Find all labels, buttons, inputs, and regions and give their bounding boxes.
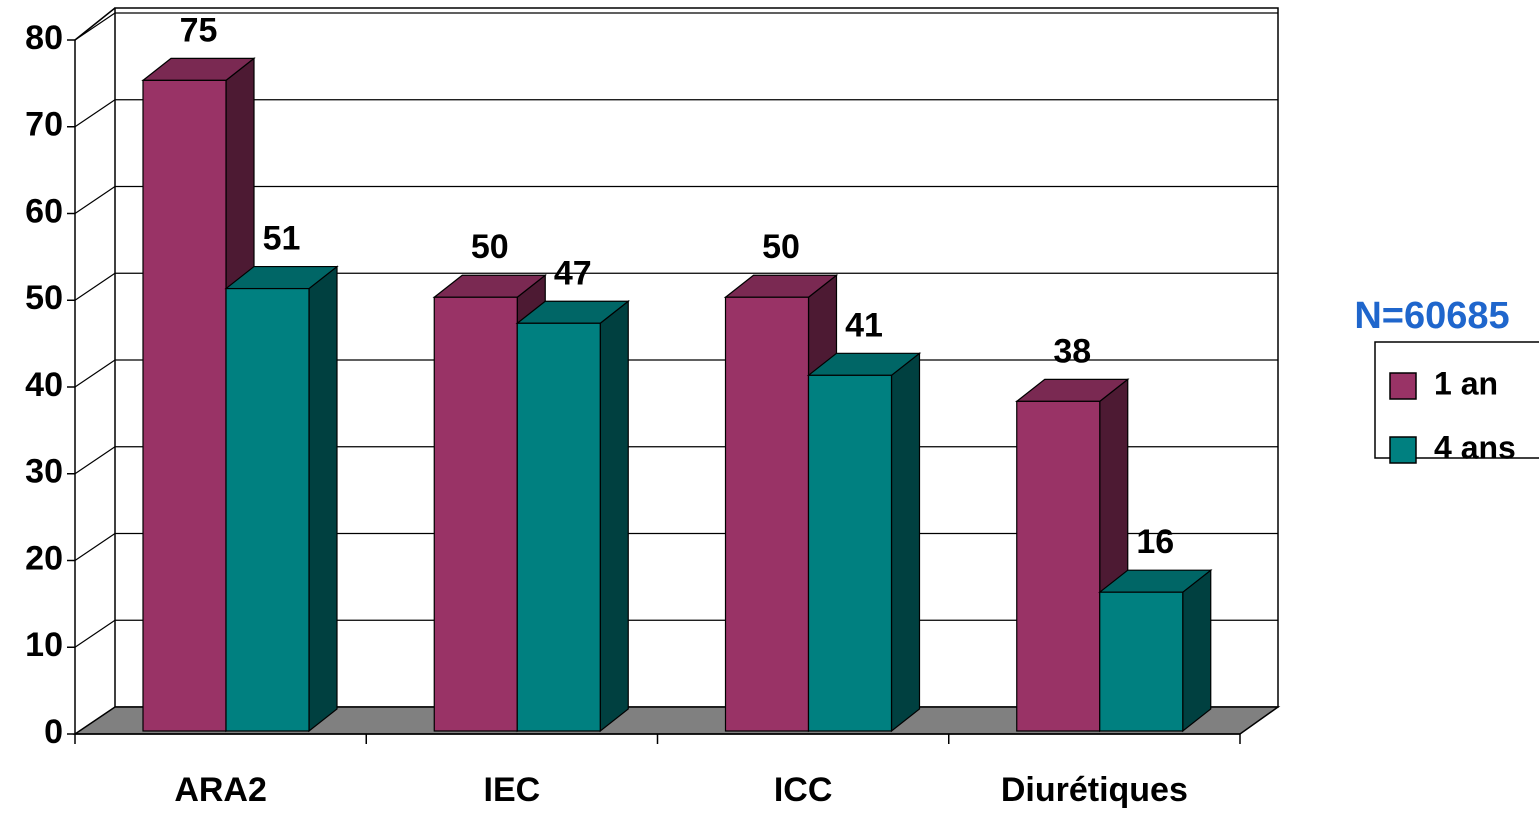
- bar: [1016, 400, 1101, 732]
- data-label: 47: [554, 254, 592, 292]
- grid-line: [74, 359, 116, 388]
- legend-title: N=60685: [1354, 295, 1509, 337]
- bar: [142, 79, 227, 732]
- grid-line: [74, 446, 116, 475]
- x-tick-label: ICC: [774, 771, 833, 809]
- bar-side: [1182, 568, 1212, 733]
- bar: [225, 287, 310, 732]
- bar: [1099, 591, 1184, 732]
- grid-line: [74, 99, 116, 128]
- y-tick-label: 40: [25, 366, 63, 404]
- y-tick-label: 70: [25, 106, 63, 144]
- bar: [807, 374, 893, 732]
- x-tick-label: IEC: [484, 771, 541, 809]
- bar-side: [599, 300, 629, 733]
- grid-line: [74, 619, 116, 648]
- x-tick-label: ARA2: [174, 771, 267, 809]
- y-tick-label: 60: [25, 192, 63, 230]
- legend-label: 4 ans: [1434, 429, 1516, 465]
- grid-line: [74, 533, 116, 561]
- y-tick-label: 30: [25, 453, 63, 491]
- data-label: 16: [1136, 523, 1174, 561]
- legend-swatch: [1389, 372, 1417, 400]
- bar: [516, 322, 601, 732]
- side-wall-edge: [74, 7, 116, 41]
- bar-side: [890, 352, 921, 733]
- grid-line: [74, 12, 116, 41]
- y-tick-label: 10: [25, 626, 63, 664]
- x-tick-label: Diurétiques: [1001, 771, 1188, 809]
- data-label: 50: [471, 228, 509, 266]
- y-tick-label: 50: [25, 279, 63, 317]
- y-tick-label: 20: [25, 539, 63, 577]
- grid-line: [74, 186, 116, 214]
- bar: [724, 296, 810, 732]
- legend-label: 1 an: [1434, 365, 1498, 401]
- data-label: 50: [762, 228, 800, 266]
- data-label: 38: [1053, 332, 1091, 370]
- grid-line: [74, 272, 116, 301]
- data-label: 75: [180, 11, 218, 49]
- data-label: 51: [263, 220, 301, 258]
- y-tick-label: 0: [44, 713, 63, 751]
- y-tick-label: 80: [25, 19, 63, 57]
- legend-swatch: [1389, 436, 1417, 464]
- bar-side: [308, 265, 338, 733]
- data-label: 41: [845, 306, 883, 344]
- bar: [433, 296, 518, 732]
